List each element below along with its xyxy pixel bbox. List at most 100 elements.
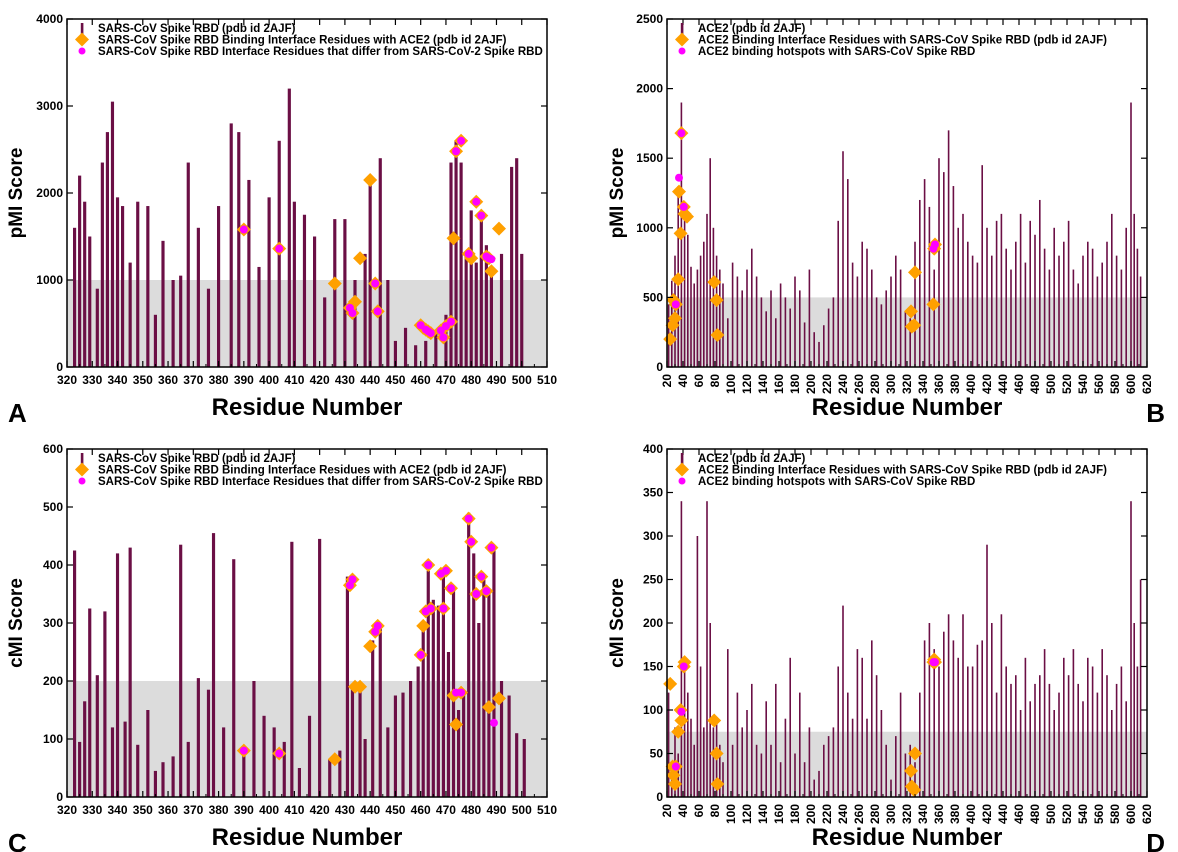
x-tick-label: 80 <box>708 374 722 388</box>
bar <box>146 710 150 797</box>
x-tick-label: 380 <box>948 804 962 824</box>
x-tick-label: 120 <box>740 804 754 824</box>
hotspot-point <box>477 572 486 581</box>
y-axis-label: cMI Score <box>607 578 628 668</box>
bar <box>818 770 820 797</box>
bar <box>699 666 702 797</box>
hotspot-point <box>679 662 688 671</box>
x-tick-label: 410 <box>284 803 304 817</box>
hotspot-point <box>348 575 357 584</box>
bar <box>153 770 157 797</box>
bar <box>1015 241 1017 367</box>
bar <box>1082 255 1084 367</box>
x-tick-label: 510 <box>537 803 557 817</box>
bar <box>904 753 907 797</box>
x-tick-label: 430 <box>335 803 355 817</box>
x-tick-label: 330 <box>82 373 102 387</box>
bar <box>1053 227 1055 367</box>
bar <box>722 762 724 797</box>
bar <box>1029 220 1031 367</box>
x-tick-label: 420 <box>310 373 330 387</box>
bar <box>722 283 724 367</box>
bar <box>313 236 317 367</box>
bar <box>962 213 964 367</box>
bar <box>386 727 390 797</box>
x-tick-label: 320 <box>900 374 914 394</box>
bar <box>282 741 286 797</box>
bar <box>1039 675 1041 797</box>
bar <box>847 179 849 367</box>
bar <box>981 165 983 367</box>
bar <box>746 710 748 797</box>
bar <box>350 686 355 797</box>
bar <box>343 219 347 367</box>
x-tick-label: 320 <box>57 373 77 387</box>
bar <box>1005 248 1007 367</box>
bar <box>115 553 120 797</box>
hotspot-point <box>239 225 248 234</box>
x-tick-label: 390 <box>234 373 254 387</box>
bar <box>449 162 453 367</box>
x-tick-label: 350 <box>133 803 153 817</box>
bar <box>1000 213 1003 367</box>
x-axis-label: Residue Number <box>212 394 403 421</box>
bar <box>1067 675 1070 797</box>
bar <box>161 762 165 797</box>
bar <box>136 201 140 367</box>
bar <box>943 631 945 797</box>
bar <box>492 547 496 797</box>
bar <box>1139 579 1142 797</box>
x-tick-label: 220 <box>820 374 834 394</box>
bar <box>976 262 979 367</box>
bar <box>1034 683 1036 797</box>
bar <box>333 219 337 367</box>
interface-diamond <box>908 746 922 761</box>
legend-entry: ACE2 (pdb id 2AJF) <box>698 23 806 35</box>
bar <box>981 640 983 797</box>
x-tick-label: 480 <box>461 803 481 817</box>
legend-entry: SARS-CoV Spike RBD Interface Residues th… <box>98 46 543 58</box>
bar <box>272 727 276 797</box>
legend-swatch-circle <box>678 47 686 55</box>
legend-entry: SARS-CoV Spike RBD (pdb id 2AJF) <box>98 23 296 35</box>
bar <box>358 686 362 797</box>
hotspot-point <box>439 604 448 613</box>
bar <box>995 220 998 367</box>
bar <box>78 741 82 797</box>
bar <box>693 744 695 797</box>
legend-swatch-diamond <box>75 462 89 477</box>
x-tick-label: 180 <box>788 374 802 394</box>
bar <box>1034 234 1036 367</box>
bar <box>1101 262 1103 367</box>
x-tick-label: 490 <box>486 373 506 387</box>
hotspot-point <box>467 537 476 546</box>
bar <box>919 692 921 797</box>
bar <box>842 605 844 797</box>
bar <box>83 201 87 367</box>
x-tick-label: 600 <box>1124 804 1138 824</box>
x-tick-label: 400 <box>259 373 279 387</box>
bar <box>799 692 801 797</box>
bar <box>474 262 478 367</box>
bar <box>952 640 955 797</box>
bar <box>851 718 854 797</box>
x-tick-label: 400 <box>964 804 978 824</box>
hotspot-point <box>487 543 496 552</box>
bar <box>871 640 873 797</box>
bar <box>861 241 863 367</box>
bar <box>779 762 782 797</box>
y-tick-label: 350 <box>643 486 663 500</box>
bar <box>464 253 468 367</box>
hotspot-point <box>373 621 382 630</box>
bar <box>462 692 466 797</box>
bar <box>683 213 686 367</box>
bar <box>1048 269 1051 367</box>
bar <box>454 140 458 367</box>
bar <box>1139 276 1142 367</box>
bar <box>421 625 425 797</box>
bar <box>1082 701 1084 797</box>
bar <box>871 269 873 367</box>
bar <box>1120 666 1123 797</box>
x-tick-label: 400 <box>964 374 978 394</box>
interface-diamond <box>907 318 922 333</box>
